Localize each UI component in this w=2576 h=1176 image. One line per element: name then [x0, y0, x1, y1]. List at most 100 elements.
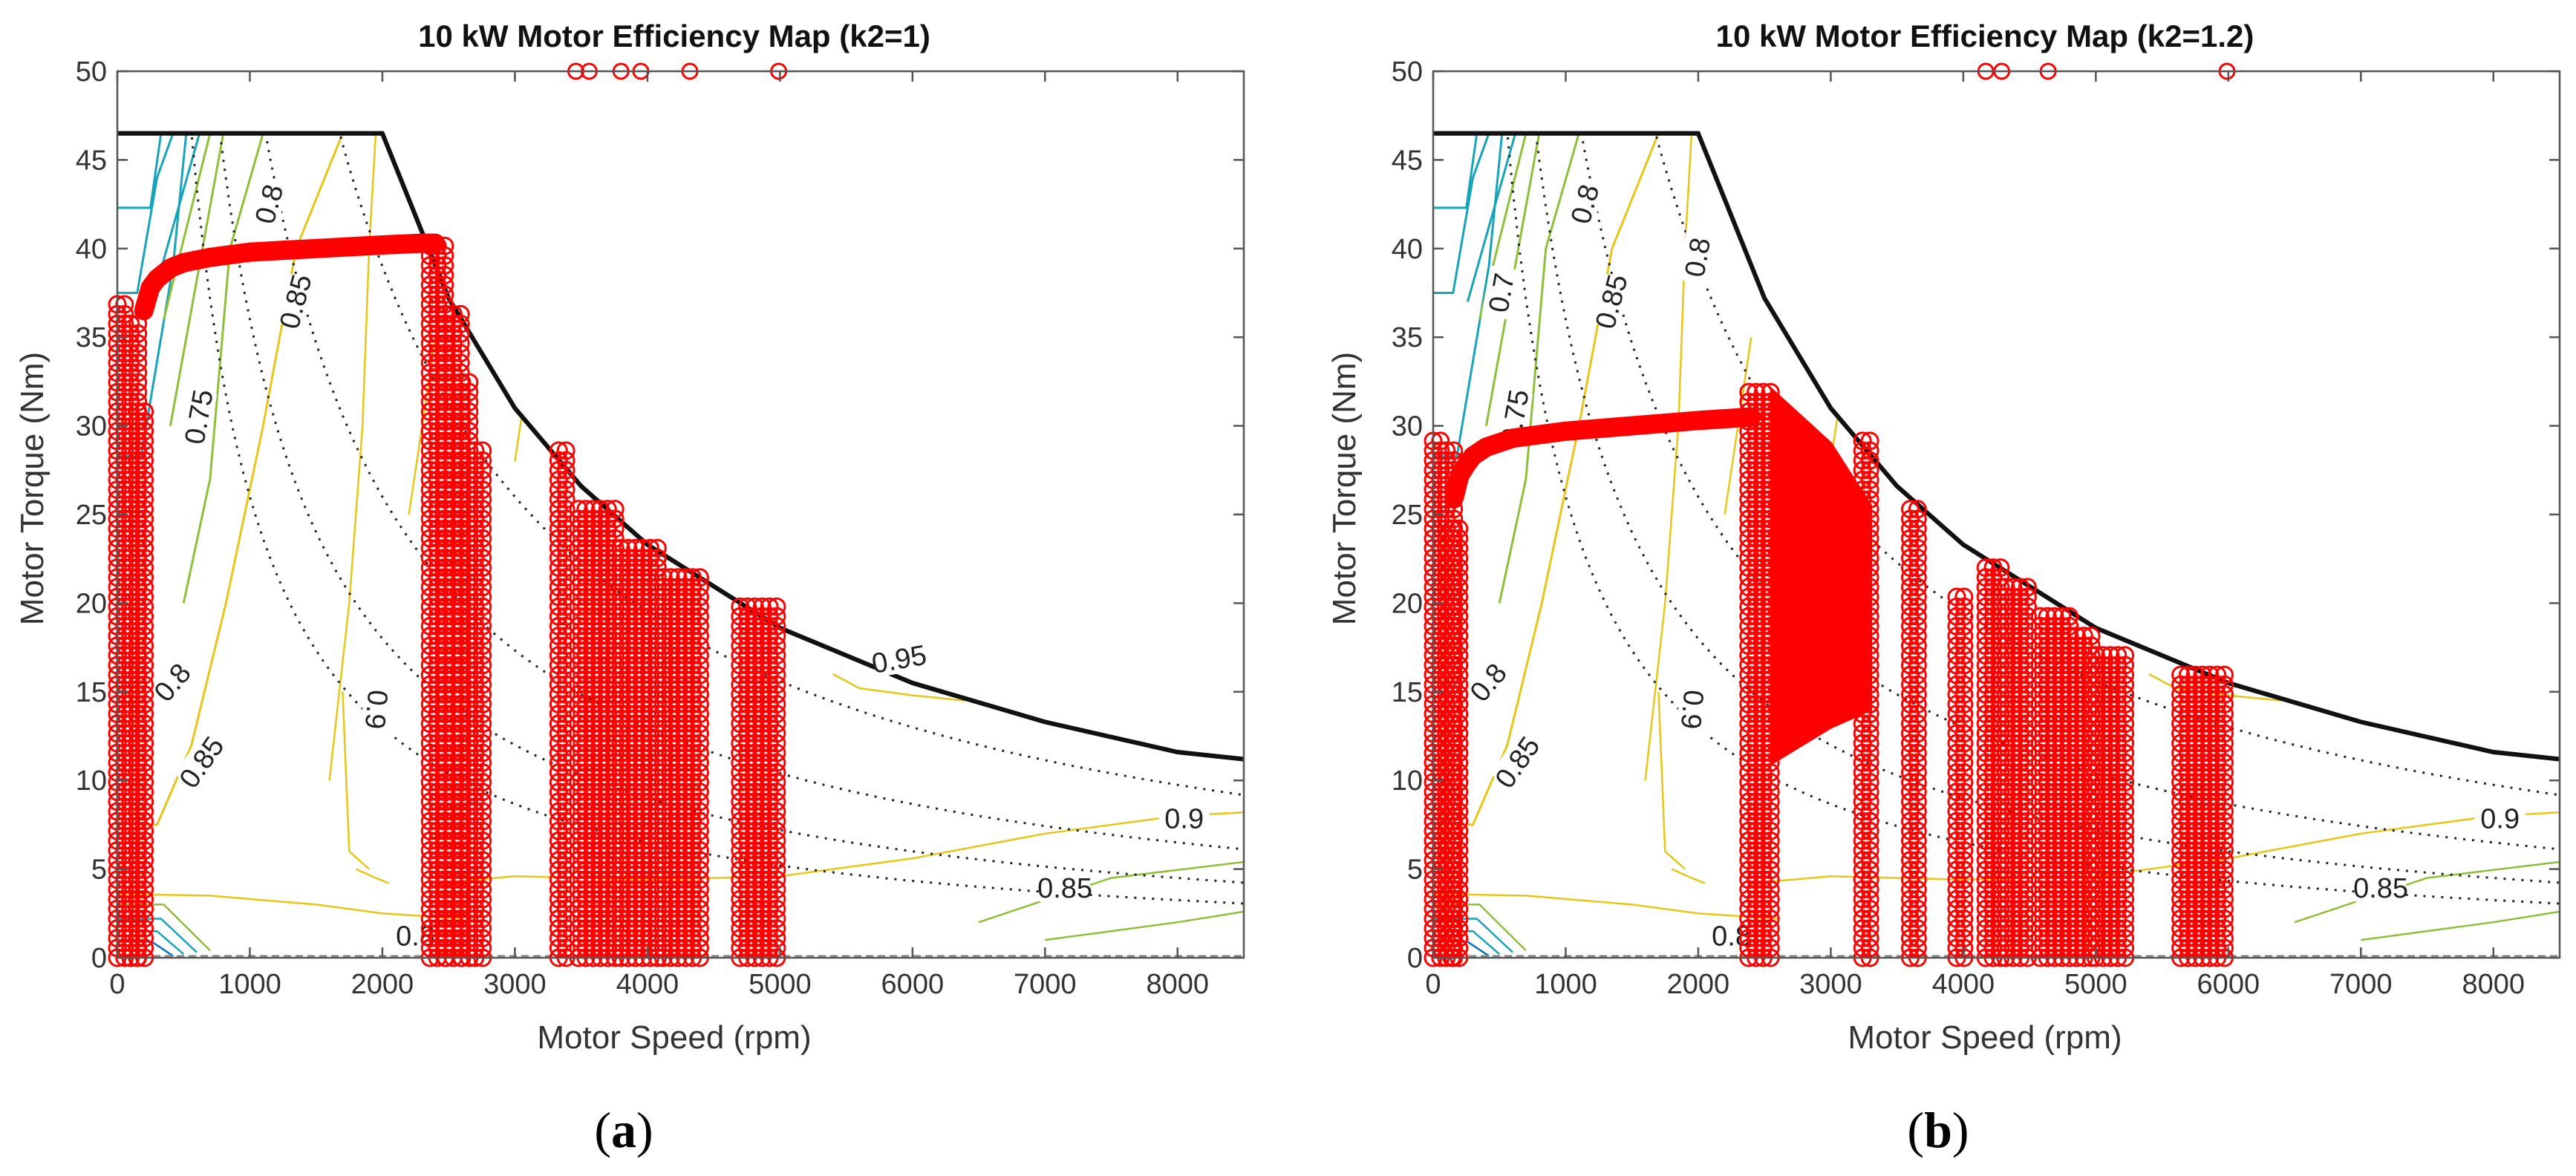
operating-point: [1450, 919, 1469, 938]
operating-point: [2081, 714, 2101, 734]
y-tick-label: 10: [76, 765, 107, 797]
operating-point: [1991, 870, 2010, 889]
operating-point: [690, 734, 709, 753]
operating-point: [2081, 841, 2101, 860]
operating-point: [460, 783, 479, 802]
operating-point: [135, 734, 154, 753]
operating-point: [451, 353, 470, 373]
operating-point: [2215, 685, 2234, 704]
operating-point: [460, 714, 479, 734]
operating-point: [648, 568, 667, 587]
operating-point: [556, 490, 575, 509]
operating-point: [767, 783, 786, 802]
operating-point: [460, 860, 479, 880]
operating-point: [2081, 695, 2101, 713]
operating-point: [1954, 607, 1974, 626]
operating-point: [556, 627, 575, 646]
caption-open-a: (: [594, 1102, 611, 1158]
operating-point: [2081, 656, 2101, 675]
contour-label-bg: [1490, 732, 1544, 791]
operating-point: [2116, 909, 2135, 928]
operating-point: [135, 919, 154, 938]
operating-point: [2018, 938, 2037, 958]
x-tick-label: 5000: [749, 969, 812, 1000]
operating-point: [648, 783, 667, 802]
operating-point: [2018, 665, 2037, 685]
operating-point: [605, 783, 625, 802]
operating-point: [2116, 792, 2135, 811]
x-axis-label-a: Motor Speed (rpm): [537, 1019, 811, 1056]
contour-line: [355, 868, 390, 884]
operating-point: [2081, 773, 2101, 792]
operating-point: [1908, 646, 1927, 665]
operating-point: [135, 851, 154, 870]
operating-point: [135, 558, 154, 578]
contour-label: 0.9: [2480, 804, 2520, 835]
operating-point: [690, 636, 709, 656]
operating-point: [2215, 743, 2234, 762]
operating-point: [2081, 734, 2101, 753]
operating-point: [648, 578, 667, 597]
operating-point: [460, 802, 479, 821]
operating-point: [556, 889, 575, 909]
operating-point: [473, 665, 492, 685]
y-axis-label-b: Motor Torque (Nm): [1326, 352, 1363, 625]
operating-point: [767, 831, 786, 850]
operating-point: [2116, 802, 2135, 821]
operating-point: [1908, 734, 1927, 753]
operating-point: [1761, 792, 1780, 811]
operating-point: [1991, 821, 2010, 840]
operating-point: [1908, 509, 1927, 529]
operating-point: [1954, 743, 1974, 762]
operating-points-b: [1424, 62, 2236, 967]
operating-point: [767, 811, 786, 831]
operating-point: [473, 734, 492, 753]
operating-point: [473, 616, 492, 636]
y-tick-label: 5: [1407, 855, 1423, 886]
operating-point: [1908, 811, 1927, 831]
operating-point: [460, 841, 479, 860]
operating-point: [473, 529, 492, 548]
y-tick-label: 25: [1392, 500, 1423, 531]
operating-point: [648, 773, 667, 792]
operating-point: [1954, 811, 1974, 831]
operating-point: [648, 763, 667, 782]
operating-point: [1860, 431, 1879, 451]
operating-point: [690, 753, 709, 772]
operating-point: [767, 734, 786, 753]
operating-point: [2215, 860, 2234, 880]
operating-point: [648, 587, 667, 607]
operating-point: [1908, 831, 1927, 850]
operating-point: [690, 909, 709, 928]
operating-point: [648, 656, 667, 675]
operating-point: [1450, 899, 1469, 918]
operating-point: [767, 880, 786, 899]
operating-point: [648, 802, 667, 821]
operating-point: [1860, 460, 1879, 480]
operating-point: [1991, 568, 2010, 587]
operating-point: [2018, 714, 2037, 734]
operating-point: [690, 607, 709, 626]
operating-point: [1908, 889, 1927, 909]
operating-point: [690, 851, 709, 870]
operating-point: [2116, 821, 2135, 840]
operating-point: [2018, 578, 2037, 597]
contour-line: [2361, 910, 2560, 941]
operating-point: [2215, 753, 2234, 772]
contour-label-bg: [360, 683, 394, 736]
x-tick-label: 4000: [616, 969, 679, 1000]
contour-line: [978, 860, 1244, 924]
operating-point: [1761, 899, 1780, 918]
operating-point: [2215, 919, 2234, 938]
operating-point: [1991, 783, 2010, 802]
operating-point: [135, 460, 154, 480]
operating-point: [135, 675, 154, 694]
operating-point: [2081, 889, 2101, 909]
y-tick-label: 35: [1392, 322, 1423, 353]
y-tick-label: 35: [76, 322, 107, 353]
operating-point: [451, 334, 470, 353]
operating-point: [556, 734, 575, 753]
operating-point: [1991, 578, 2010, 597]
operating-point: [2081, 783, 2101, 802]
operating-point: [135, 889, 154, 909]
